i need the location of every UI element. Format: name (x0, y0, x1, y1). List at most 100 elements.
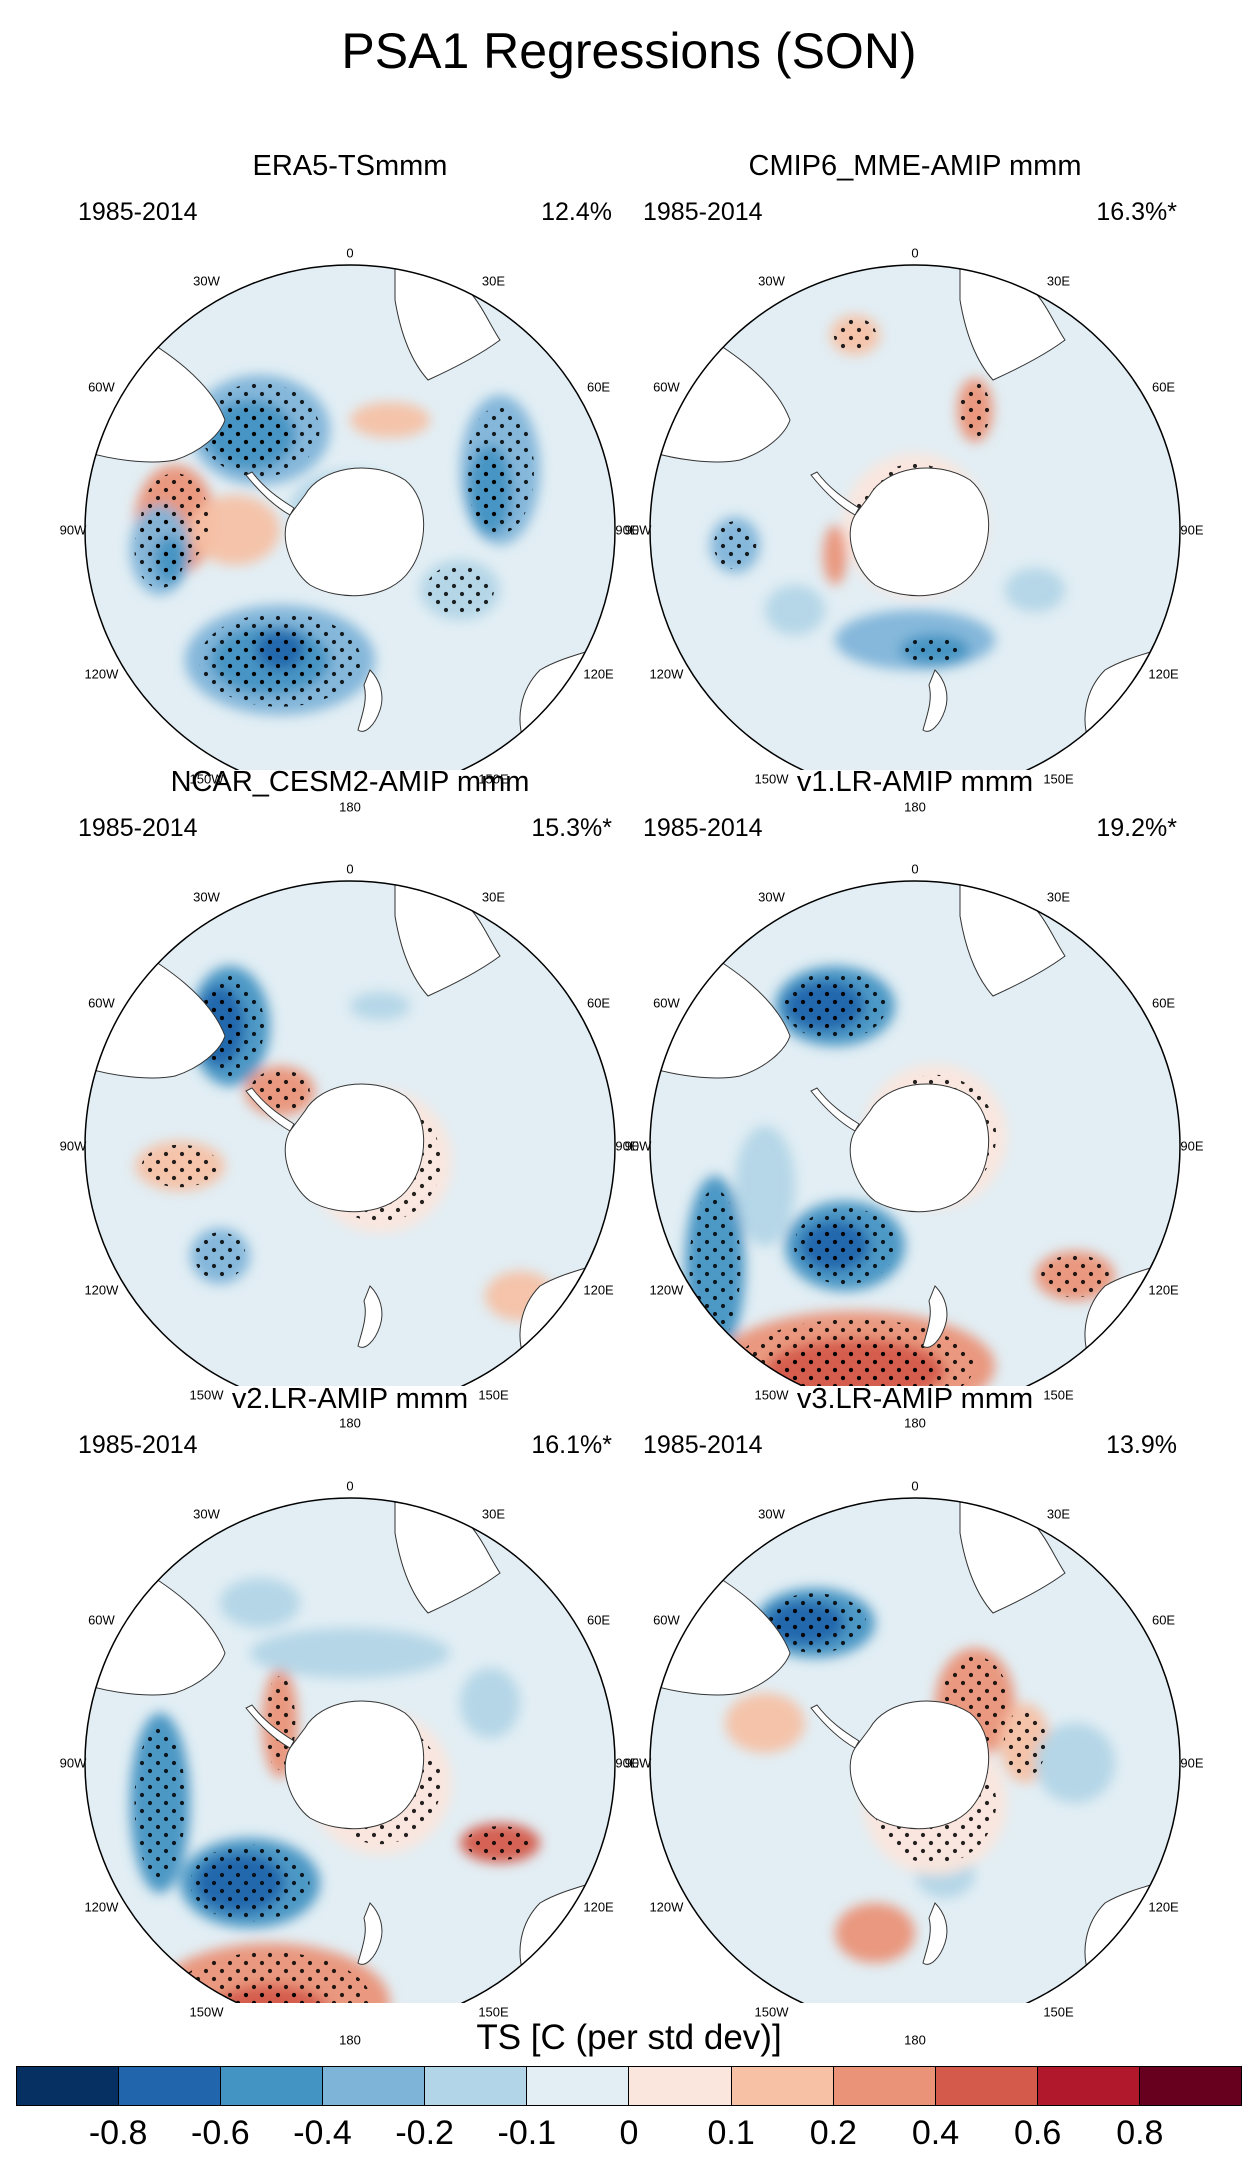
colorbar-segment (1139, 2067, 1241, 2105)
longitude-label: 60E (1151, 1612, 1176, 1627)
longitude-label: 60W (88, 1612, 115, 1627)
landmass-peninsula (245, 1704, 295, 1749)
longitude-label: 120E (583, 1282, 614, 1297)
longitude-label: 30E (1046, 273, 1071, 289)
significance-stippling (805, 1224, 865, 1268)
longitude-label: 0 (911, 861, 919, 877)
longitude-label: 150E (1043, 1387, 1074, 1403)
longitude-label: 120E (1148, 1282, 1179, 1297)
landmass-peninsula (810, 471, 860, 516)
colorbar-tick-label: -0.4 (293, 2114, 352, 2152)
significance-stippling (211, 405, 289, 465)
variance-percent: 16.1%* (531, 1431, 612, 1459)
colorbar-title: TS [C (per std dev)] (476, 2018, 782, 2057)
longitude-label: 60E (586, 995, 611, 1010)
variance-percent: 19.2%* (1096, 814, 1177, 842)
landmass-antarctica (849, 1700, 990, 1830)
anomaly-region (190, 495, 280, 565)
anomaly-region (220, 1578, 300, 1628)
map-panel-cmip6-mme: CMIP6_MME-AMIP mmm 1985-2014 16.3%* 0 30E… (615, 150, 1215, 815)
map-border (84, 880, 616, 1386)
longitude-label: 30W (193, 1506, 220, 1522)
longitude-label: 120W (84, 1282, 119, 1297)
anomaly-region (1005, 568, 1065, 612)
landmass-antarctica (284, 1700, 425, 1830)
longitude-label: 120W (84, 1899, 119, 1914)
colorbar-tick-label: 0.6 (1014, 2114, 1062, 2152)
map-border (649, 1497, 1181, 2003)
colorbar-tick-label: 0 (619, 2114, 639, 2152)
longitude-label: 0 (346, 245, 354, 261)
longitude-label: 150E (1043, 771, 1074, 787)
variance-percent: 13.9% (1106, 1431, 1177, 1459)
longitude-label: 30W (758, 1506, 785, 1522)
anomaly-region (823, 525, 847, 585)
longitude-label: 60E (1151, 995, 1176, 1010)
longitude-label: 120W (84, 666, 119, 681)
significance-stippling (466, 1826, 534, 1860)
map-panel-v2-lr: v2.LR-AMIP mmm 1985-2014 16.1%* 0 30E 60E 9… (50, 1383, 650, 2048)
anomaly-region (835, 1903, 915, 1963)
longitude-label: 0 (911, 1478, 919, 1494)
anomaly-region (250, 1628, 450, 1678)
longitude-label: 90W (624, 1138, 652, 1154)
landmass-antarctica (284, 467, 425, 597)
longitude-label: 150E (478, 1387, 509, 1403)
longitude-label: 90W (624, 1755, 652, 1771)
variance-percent: 16.3%* (1096, 198, 1177, 226)
longitude-label: 180 (339, 1415, 361, 1431)
longitude-label: 90E (615, 1755, 639, 1771)
landmass-antarctica (849, 1083, 990, 1213)
significance-stippling (219, 630, 321, 690)
map-border (84, 1497, 616, 2003)
colorbar-segment (119, 2067, 222, 2105)
landmass-antarctica (284, 1083, 425, 1213)
significance-stippling (219, 1989, 321, 2003)
longitude-label: 30W (758, 889, 785, 905)
colorbar-tick-label: -0.1 (497, 2114, 557, 2152)
longitude-label: 0 (911, 245, 919, 261)
period-label: 1985-2014 (78, 814, 198, 842)
significance-stippling (190, 1844, 310, 1922)
colorbar-segment (833, 2067, 936, 2105)
significance-stippling (134, 1726, 186, 1880)
panel-title: NCAR_CESM2-AMIP mmm (170, 766, 530, 798)
anomaly-region (1035, 1723, 1115, 1803)
landmass-nz (922, 1285, 948, 1348)
variance-percent: 12.4% (541, 198, 612, 226)
significance-stippling (905, 636, 965, 664)
longitude-label: 90W (624, 522, 652, 538)
significance-stippling (778, 1343, 932, 1386)
longitude-label: 30E (1046, 889, 1071, 905)
colorbar-segment (425, 2067, 528, 2105)
polar-stereographic-map (84, 1497, 616, 2003)
colorbar-segment (935, 2067, 1038, 2105)
colorbar-segment (1037, 2067, 1140, 2105)
colorbar-segment (17, 2067, 120, 2105)
longitude-label: 90W (59, 1755, 87, 1771)
longitude-label: 150E (1043, 2004, 1074, 2020)
significance-stippling (426, 564, 494, 616)
longitude-label: 180 (339, 799, 361, 815)
longitude-label: 60E (586, 1612, 611, 1627)
colorbar-segment (629, 2067, 732, 2105)
significance-stippling (471, 451, 509, 529)
landmass-peninsula (245, 471, 295, 516)
significance-stippling (833, 318, 877, 352)
longitude-label: 0 (346, 861, 354, 877)
longitude-label: 60W (653, 995, 680, 1010)
longitude-label: 150W (189, 2004, 224, 2020)
landmass-nz (922, 669, 948, 732)
period-label: 1985-2014 (78, 1431, 198, 1459)
longitude-label: 120E (1148, 1899, 1179, 1914)
map-panel-ncar-cesm2: NCAR_CESM2-AMIP mmm 1985-2014 15.3%* 0 30… (50, 766, 650, 1431)
landmass-peninsula (810, 1704, 860, 1749)
colorbar-segment (221, 2067, 324, 2105)
anomaly-region (350, 402, 430, 438)
longitude-label: 120W (649, 1282, 684, 1297)
colorbar-tick-label: -0.6 (191, 2114, 250, 2152)
anomaly-region (765, 585, 825, 635)
longitude-label: 150W (754, 2004, 789, 2020)
longitude-label: 150W (189, 771, 224, 787)
longitude-label: 180 (904, 1415, 926, 1431)
